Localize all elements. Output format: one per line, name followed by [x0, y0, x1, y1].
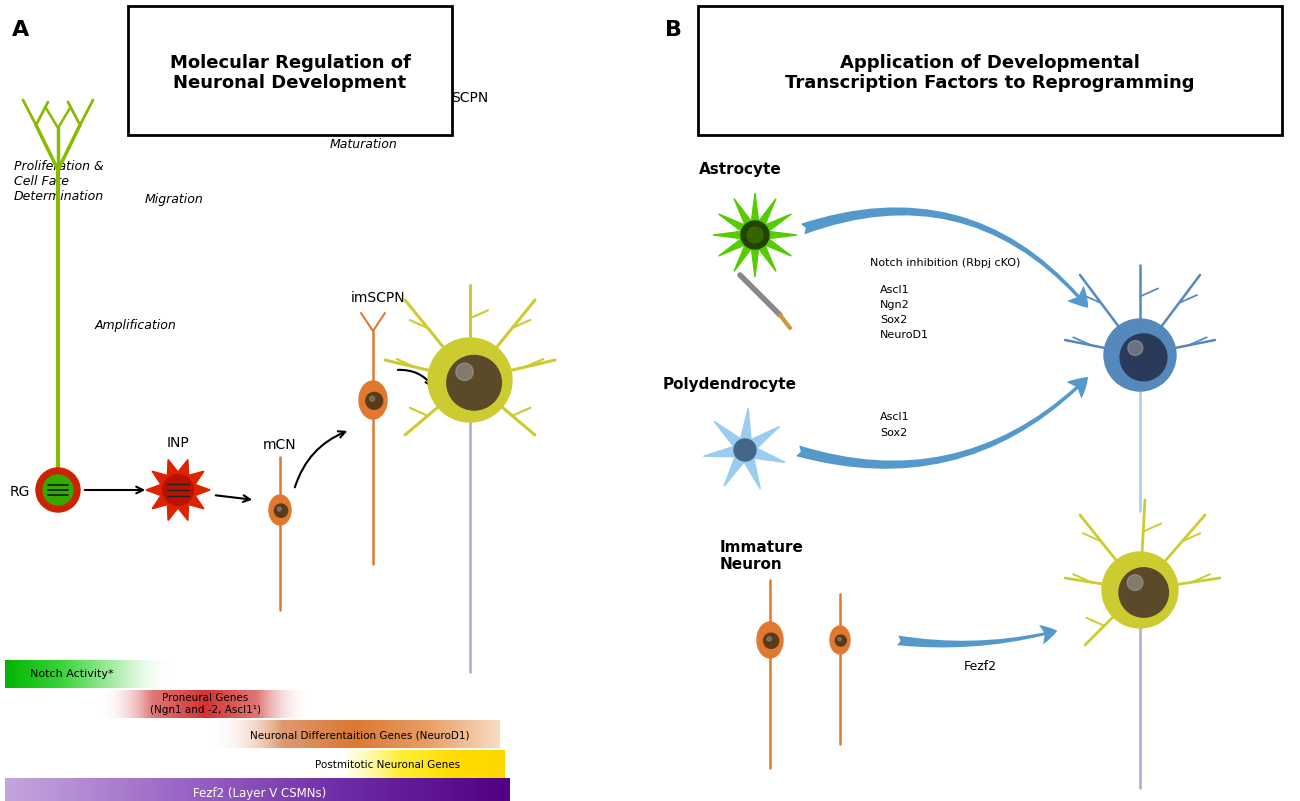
- FancyArrowPatch shape: [897, 625, 1057, 647]
- Circle shape: [763, 634, 779, 648]
- Circle shape: [274, 504, 287, 517]
- Circle shape: [734, 439, 757, 461]
- Circle shape: [162, 475, 194, 505]
- FancyBboxPatch shape: [127, 6, 452, 135]
- Text: Migration: Migration: [146, 194, 204, 207]
- Circle shape: [767, 637, 771, 641]
- Text: NeuroD1: NeuroD1: [880, 330, 929, 340]
- Text: Notch inhibition (Rbpj cKO): Notch inhibition (Rbpj cKO): [870, 258, 1020, 268]
- Ellipse shape: [829, 626, 850, 654]
- Polygon shape: [146, 460, 211, 521]
- Text: Notch Activity*: Notch Activity*: [30, 669, 113, 679]
- Text: Application of Developmental
Transcription Factors to Reprogramming: Application of Developmental Transcripti…: [785, 54, 1195, 92]
- Text: Ascl1: Ascl1: [880, 285, 910, 295]
- Circle shape: [428, 338, 512, 422]
- Ellipse shape: [269, 495, 291, 525]
- Circle shape: [36, 468, 81, 512]
- Circle shape: [1104, 319, 1176, 391]
- Circle shape: [836, 635, 846, 646]
- Circle shape: [1128, 340, 1143, 356]
- Ellipse shape: [359, 381, 387, 419]
- Text: Neuronal Differentaition Genes (NeuroD1): Neuronal Differentaition Genes (NeuroD1): [250, 730, 469, 740]
- Circle shape: [1121, 334, 1167, 380]
- Text: SCPN: SCPN: [451, 91, 489, 105]
- Circle shape: [1102, 552, 1178, 628]
- Text: Sox2: Sox2: [880, 428, 907, 438]
- Text: Proliferation &
Cell Fate
Determination: Proliferation & Cell Fate Determination: [14, 160, 104, 203]
- Text: mCN: mCN: [263, 438, 296, 452]
- Text: Sox2: Sox2: [880, 315, 907, 325]
- Circle shape: [1127, 574, 1143, 590]
- Text: Immature
Neuron: Immature Neuron: [720, 540, 803, 573]
- Text: Astrocyte: Astrocyte: [698, 162, 781, 177]
- Circle shape: [277, 507, 281, 511]
- Text: Maturation: Maturation: [330, 139, 398, 151]
- Text: A: A: [12, 20, 29, 40]
- Circle shape: [747, 227, 763, 243]
- Text: Amplification: Amplification: [95, 319, 177, 332]
- Text: Fezf2 (Layer V CSMNs): Fezf2 (Layer V CSMNs): [194, 787, 326, 799]
- Text: Fezf2: Fezf2: [963, 660, 997, 673]
- Text: RG: RG: [9, 485, 30, 499]
- Ellipse shape: [757, 622, 783, 658]
- Circle shape: [447, 356, 502, 410]
- Text: INP: INP: [166, 436, 190, 450]
- Polygon shape: [712, 193, 797, 277]
- Circle shape: [456, 363, 473, 380]
- Text: imSCPN: imSCPN: [351, 291, 406, 305]
- Circle shape: [837, 638, 841, 641]
- Text: Ascl1: Ascl1: [880, 412, 910, 422]
- Text: Molecular Regulation of
Neuronal Development: Molecular Regulation of Neuronal Develop…: [169, 54, 411, 92]
- Polygon shape: [703, 409, 785, 489]
- Text: Ngn2: Ngn2: [880, 300, 910, 310]
- Circle shape: [741, 221, 770, 249]
- Text: Polydendrocyte: Polydendrocyte: [663, 377, 797, 392]
- FancyArrowPatch shape: [801, 207, 1088, 308]
- Circle shape: [43, 475, 73, 505]
- Circle shape: [1119, 568, 1169, 617]
- FancyArrowPatch shape: [796, 377, 1088, 469]
- Circle shape: [369, 396, 374, 401]
- FancyBboxPatch shape: [698, 6, 1282, 135]
- Text: Proneural Genes
(Ngn1 and -2, Ascl1¹): Proneural Genes (Ngn1 and -2, Ascl1¹): [150, 693, 260, 714]
- Circle shape: [365, 392, 382, 409]
- Text: B: B: [666, 20, 682, 40]
- Text: Postmitotic Neuronal Genes: Postmitotic Neuronal Genes: [315, 760, 460, 770]
